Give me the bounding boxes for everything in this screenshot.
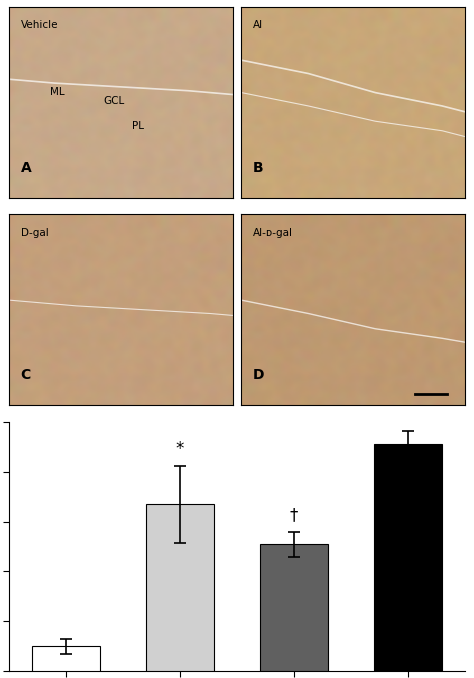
Bar — [146, 504, 214, 671]
Text: PL: PL — [132, 121, 144, 132]
Bar — [260, 544, 328, 671]
Text: ML: ML — [50, 87, 64, 97]
Bar — [32, 646, 100, 671]
Text: †: † — [290, 506, 298, 524]
Text: D-gal: D-gal — [21, 228, 48, 238]
Text: A: A — [21, 161, 31, 175]
Text: D: D — [253, 368, 264, 382]
Text: *: * — [176, 440, 184, 458]
Bar — [374, 444, 442, 671]
Text: C: C — [21, 368, 31, 382]
Text: Vehicle: Vehicle — [21, 20, 58, 30]
Text: Al: Al — [253, 20, 263, 30]
Text: Al-ᴅ-gal: Al-ᴅ-gal — [253, 228, 292, 238]
Text: B: B — [253, 161, 263, 175]
Text: GCL: GCL — [103, 96, 124, 106]
